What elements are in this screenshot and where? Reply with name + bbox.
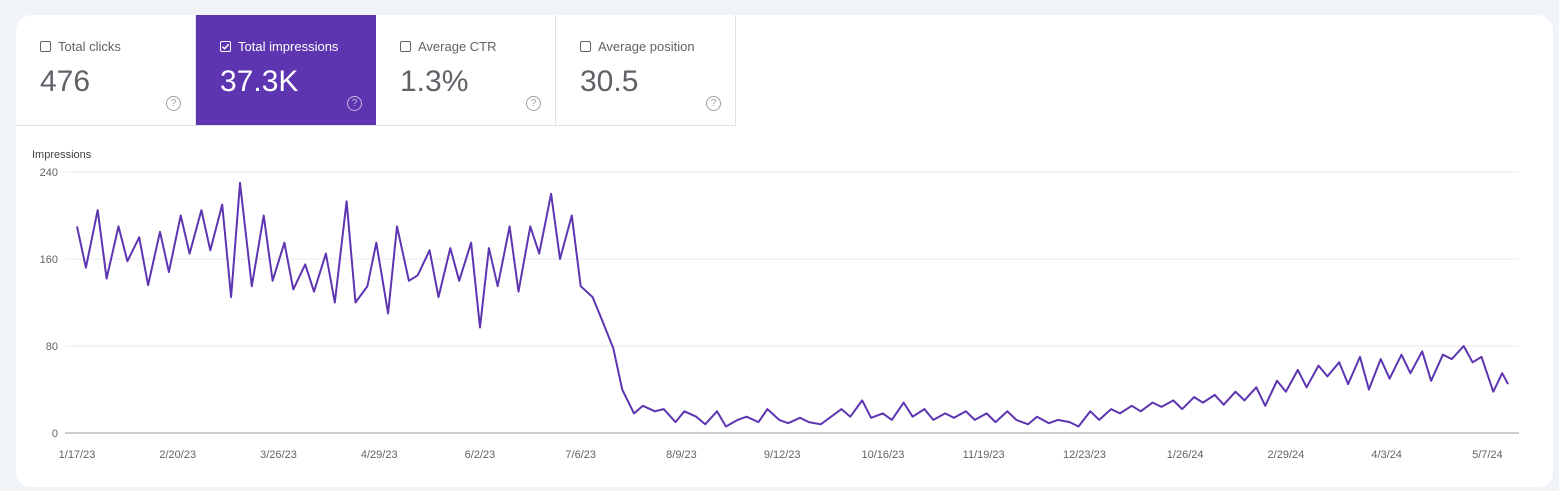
impressions-line	[76, 181, 1509, 428]
x-tick-label: 12/23/23	[1063, 449, 1106, 461]
metric-card-total-impressions[interactable]: Total impressions 37.3K ?	[196, 15, 376, 125]
x-tick-label: 10/16/23	[862, 449, 905, 461]
metric-header: Total impressions	[220, 39, 338, 54]
metric-card-total-clicks[interactable]: Total clicks 476 ?	[16, 15, 196, 125]
metric-label: Total clicks	[58, 39, 121, 54]
performance-panel: Total clicks 476 ? Total impressions 37.…	[16, 15, 1553, 487]
x-tick-label: 3/26/23	[260, 449, 297, 461]
metric-value: 476	[40, 65, 91, 98]
x-tick-label: 8/9/23	[666, 449, 697, 461]
metric-value: 30.5	[580, 65, 639, 98]
y-tick-label: 80	[46, 341, 58, 353]
metric-label: Total impressions	[238, 39, 339, 54]
metric-value: 37.3K	[220, 65, 299, 98]
checkbox-icon[interactable]	[220, 41, 231, 52]
metric-header: Average CTR	[400, 39, 497, 54]
metric-label: Average CTR	[418, 39, 497, 54]
metric-header: Average position	[580, 39, 695, 54]
checkbox-icon[interactable]	[40, 41, 51, 52]
x-tick-label: 4/3/24	[1371, 449, 1402, 461]
metric-label: Average position	[598, 39, 695, 54]
metric-cards: Total clicks 476 ? Total impressions 37.…	[16, 15, 736, 126]
metric-header: Total clicks	[40, 39, 121, 54]
x-tick-label: 1/26/24	[1167, 449, 1204, 461]
y-tick-label: 240	[40, 167, 58, 179]
metric-card-average-ctr[interactable]: Average CTR 1.3% ?	[376, 15, 556, 125]
checkbox-icon[interactable]	[580, 41, 591, 52]
x-tick-label: 2/29/24	[1268, 449, 1305, 461]
checkbox-icon[interactable]	[400, 41, 411, 52]
x-tick-label: 11/19/23	[963, 449, 1005, 461]
help-icon[interactable]: ?	[706, 96, 721, 111]
x-tick-label: 5/7/24	[1472, 449, 1503, 461]
x-tick-label: 7/6/23	[565, 449, 596, 461]
y-tick-label: 160	[40, 254, 58, 266]
help-icon[interactable]: ?	[347, 96, 362, 111]
x-tick-label: 6/2/23	[465, 449, 496, 461]
y-axis-label: Impressions	[32, 149, 92, 161]
x-tick-label: 2/20/23	[159, 449, 196, 461]
help-icon[interactable]: ?	[526, 96, 541, 111]
x-tick-label: 1/17/23	[59, 449, 96, 461]
x-tick-label: 4/29/23	[361, 449, 398, 461]
help-icon[interactable]: ?	[166, 96, 181, 111]
metric-value: 1.3%	[400, 65, 469, 98]
metric-card-average-position[interactable]: Average position 30.5 ?	[556, 15, 736, 125]
y-tick-label: 0	[52, 428, 58, 440]
x-tick-label: 9/12/23	[764, 449, 801, 461]
